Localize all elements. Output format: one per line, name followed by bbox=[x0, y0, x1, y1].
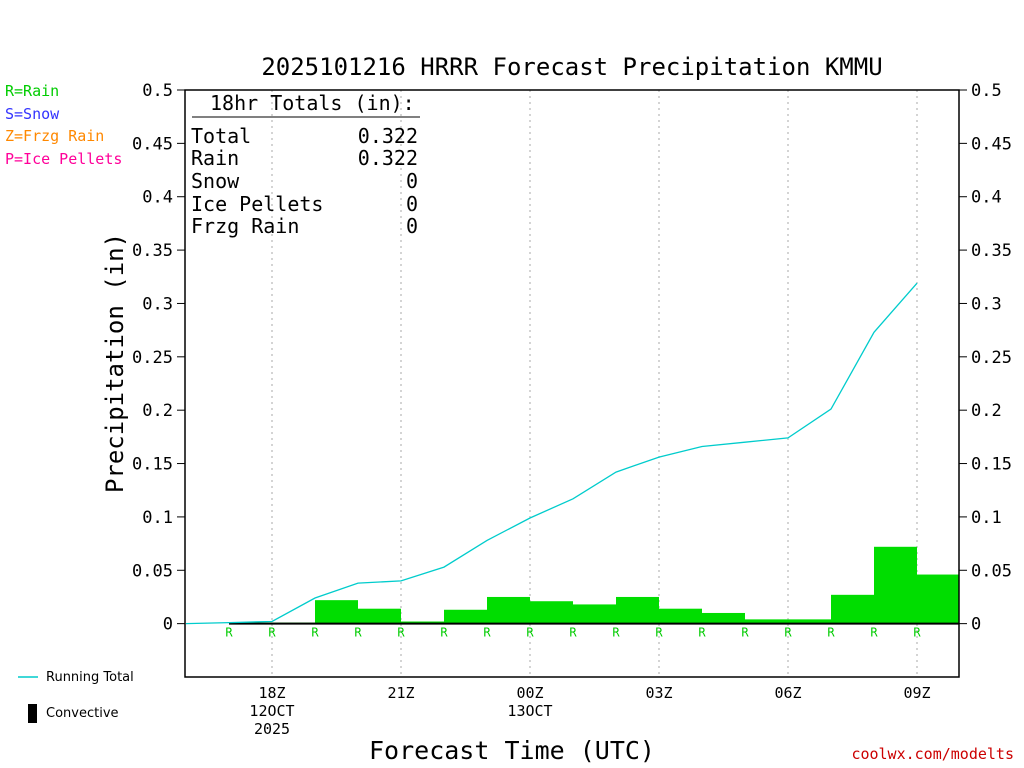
y-tick-label-left: 0 bbox=[163, 615, 173, 635]
y-tick-label-left: 0.5 bbox=[142, 81, 173, 101]
totals-label-ice-pellets: Ice Pellets bbox=[191, 192, 323, 216]
precip-bar bbox=[874, 546, 917, 624]
y-tick-label-right: 0.4 bbox=[971, 188, 1002, 208]
legend-ice-pellets: P=Ice Pellets bbox=[5, 149, 123, 168]
precip-type-legend: R=Rain S=Snow Z=Frzg Rain P=Ice Pellets bbox=[5, 80, 122, 170]
precip-type-label: R bbox=[268, 626, 276, 640]
precip-bar bbox=[530, 601, 573, 624]
precip-type-label: R bbox=[225, 626, 233, 640]
totals-label-rain: Rain bbox=[191, 146, 239, 170]
precip-bar bbox=[659, 608, 702, 624]
precip-bar bbox=[358, 608, 401, 624]
x-tick-label: 06Z bbox=[774, 684, 801, 702]
y-tick-label-left: 0.05 bbox=[132, 561, 173, 581]
x-tick-label: 03Z bbox=[645, 684, 672, 702]
precip-type-label: R bbox=[698, 626, 706, 640]
precip-type-label: R bbox=[913, 626, 921, 640]
grid-lines bbox=[271, 90, 918, 677]
precip-type-label: R bbox=[440, 626, 448, 640]
precip-type-label: R bbox=[397, 626, 405, 640]
precip-type-label: R bbox=[741, 626, 749, 640]
y-axis-title: Precipitation (in) bbox=[101, 233, 129, 493]
totals-value-rain: 0.322 bbox=[358, 146, 418, 170]
precip-bar bbox=[788, 619, 831, 624]
precip-type-label: R bbox=[655, 626, 663, 640]
legend-rain: R=Rain bbox=[5, 82, 60, 100]
x-tick-label: 09Z bbox=[903, 684, 930, 702]
y-axis-left: 0 0.05 0.1 0.15 0.2 0.25 0.3 0.35 0.4 0.45 0.5 bbox=[132, 81, 185, 635]
precip-bar bbox=[917, 574, 959, 624]
precip-bar bbox=[702, 612, 745, 624]
precip-bar bbox=[444, 609, 487, 624]
x-tick-label: 13OCT bbox=[507, 702, 552, 720]
legend-snow: S=Snow bbox=[5, 104, 60, 123]
y-tick-label-right: 0.25 bbox=[971, 348, 1012, 368]
precip-bars bbox=[229, 546, 959, 624]
precip-type-label: R bbox=[569, 626, 577, 640]
totals-value-frzg-rain: 0 bbox=[406, 214, 418, 238]
y-tick-label-right: 0.1 bbox=[971, 508, 1002, 528]
totals-label-frzg-rain: Frzg Rain bbox=[191, 214, 299, 238]
y-tick-label-left: 0.1 bbox=[142, 508, 173, 528]
precip-bar bbox=[315, 600, 358, 624]
y-tick-label-left: 0.4 bbox=[142, 188, 173, 208]
y-axis-right: 0 0.05 0.1 0.15 0.2 0.25 0.3 0.35 0.4 0.45 0.5 bbox=[959, 81, 1012, 635]
x-tick-label: 12OCT bbox=[249, 702, 294, 720]
totals-box: 18hr Totals (in): Total 0.322 Rain 0.322… bbox=[191, 91, 420, 238]
precip-type-label: R bbox=[311, 626, 319, 640]
x-tick-label: 2025 bbox=[254, 720, 290, 738]
precip-type-label: R bbox=[827, 626, 835, 640]
precip-bar bbox=[573, 604, 616, 624]
y-tick-label-right: 0.2 bbox=[971, 401, 1002, 421]
precip-bar bbox=[487, 596, 530, 624]
totals-label-total: Total bbox=[191, 124, 251, 148]
totals-header: 18hr Totals (in): bbox=[210, 91, 415, 115]
y-tick-label-left: 0.45 bbox=[132, 134, 173, 154]
y-tick-label-right: 0.05 bbox=[971, 561, 1012, 581]
precip-type-label: R bbox=[483, 626, 491, 640]
totals-value-total: 0.322 bbox=[358, 124, 418, 148]
site-credit: coolwx.com/modelts bbox=[851, 745, 1014, 763]
chart-title: 2025101216 HRRR Forecast Precipitation K… bbox=[261, 53, 882, 81]
running-total-line bbox=[185, 282, 918, 625]
convective-legend-swatch bbox=[28, 704, 37, 723]
convective-legend-label: Convective bbox=[46, 706, 119, 721]
precip-bar bbox=[831, 594, 874, 624]
y-tick-label-left: 0.3 bbox=[142, 294, 173, 314]
totals-value-ice-pellets: 0 bbox=[406, 192, 418, 216]
precip-bar bbox=[401, 621, 444, 624]
totals-value-snow: 0 bbox=[406, 169, 418, 193]
y-tick-label-right: 0.15 bbox=[971, 455, 1012, 475]
y-tick-label-left: 0.2 bbox=[142, 401, 173, 421]
y-tick-label-right: 0.5 bbox=[971, 81, 1002, 101]
y-tick-label-left: 0.25 bbox=[132, 348, 173, 368]
precip-type-label: R bbox=[870, 626, 878, 640]
precip-bar bbox=[745, 619, 788, 624]
legend-frzg-rain: Z=Frzg Rain bbox=[5, 127, 105, 145]
y-tick-label-left: 0.35 bbox=[132, 241, 173, 261]
totals-label-snow: Snow bbox=[191, 169, 240, 193]
y-tick-label-right: 0.35 bbox=[971, 241, 1012, 261]
x-tick-label: 21Z bbox=[387, 684, 414, 702]
precip-type-label: R bbox=[784, 626, 792, 640]
precip-bar bbox=[616, 596, 659, 624]
precip-type-label: R bbox=[526, 626, 534, 640]
x-tick-label: 18Z bbox=[258, 684, 285, 702]
y-tick-label-left: 0.15 bbox=[132, 455, 173, 475]
x-axis-title: Forecast Time (UTC) bbox=[369, 736, 655, 765]
y-tick-label-right: 0.45 bbox=[971, 134, 1012, 154]
y-tick-label-right: 0 bbox=[971, 615, 981, 635]
precip-type-label: R bbox=[354, 626, 362, 640]
plot-frame bbox=[184, 89, 960, 678]
precip-type-label: R bbox=[612, 626, 620, 640]
x-tick-label: 00Z bbox=[516, 684, 543, 702]
running-total-legend-label: Running Total bbox=[46, 670, 134, 685]
y-tick-label-right: 0.3 bbox=[971, 294, 1002, 314]
